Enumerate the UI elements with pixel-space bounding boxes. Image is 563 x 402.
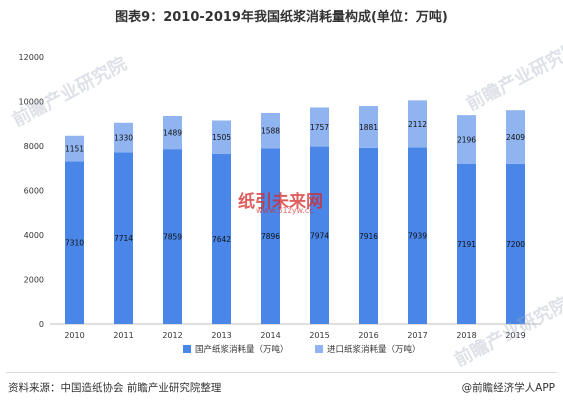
x-tick-label: 2013 <box>211 331 231 340</box>
bar-import-2017 <box>408 100 427 148</box>
data-label-domestic-2016: 7916 <box>359 232 378 241</box>
chart-title: 图表9：2010-2019年我国纸浆消耗量构成(单位：万吨) <box>115 10 448 25</box>
bar-domestic-2011 <box>114 152 133 324</box>
source-note: 资料来源：中国造纸协会 前瞻产业研究院整理 <box>8 382 222 394</box>
data-label-import-2015: 1757 <box>310 123 329 132</box>
legend-swatch-1 <box>315 345 323 353</box>
x-tick-label: 2016 <box>358 331 378 340</box>
y-tick-label: 4000 <box>24 231 44 240</box>
bar-import-2015 <box>310 107 329 147</box>
data-label-import-2010: 1151 <box>65 145 84 154</box>
data-label-import-2019: 2409 <box>506 133 525 142</box>
data-label-domestic-2012: 7859 <box>163 233 182 242</box>
bar-domestic-2015 <box>310 146 329 324</box>
data-label-domestic-2017: 7939 <box>408 232 427 241</box>
y-tick-label: 10000 <box>19 98 44 107</box>
bar-domestic-2012 <box>163 149 182 324</box>
bar-import-2018 <box>457 115 476 165</box>
footer-divider <box>6 372 557 373</box>
data-label-import-2018: 2196 <box>457 136 476 145</box>
y-tick-label: 12000 <box>19 53 44 62</box>
x-tick-label: 2012 <box>162 331 182 340</box>
y-tick-label: 6000 <box>24 187 44 196</box>
x-tick-label: 2015 <box>309 331 329 340</box>
data-label-import-2016: 1881 <box>359 123 378 132</box>
bar-import-2010 <box>65 135 84 162</box>
data-label-domestic-2010: 7310 <box>65 239 84 248</box>
y-tick-label: 2000 <box>24 276 44 285</box>
data-label-import-2013: 1505 <box>212 133 231 142</box>
bar-domestic-2013 <box>212 153 231 324</box>
data-label-import-2011: 1330 <box>114 134 133 143</box>
legend-swatch-0 <box>183 345 191 353</box>
legend-label-0: 国产纸浆消耗量（万吨） <box>195 344 289 355</box>
data-label-import-2014: 1588 <box>261 127 280 136</box>
x-tick-label: 2014 <box>260 331 280 340</box>
bar-import-2014 <box>261 112 280 149</box>
data-label-domestic-2019: 7200 <box>506 240 525 249</box>
bar-import-2011 <box>114 122 133 153</box>
bar-import-2016 <box>359 106 378 148</box>
bar-import-2019 <box>506 110 525 164</box>
bar-domestic-2016 <box>359 147 378 324</box>
bar-domestic-2018 <box>457 164 476 324</box>
brand-credit: @前瞻经济学人APP <box>461 382 555 394</box>
data-label-domestic-2013: 7642 <box>212 235 231 244</box>
bar-domestic-2017 <box>408 147 427 324</box>
data-label-domestic-2011: 7714 <box>114 234 133 243</box>
x-tick-label: 2010 <box>64 331 84 340</box>
bar-import-2012 <box>163 116 182 150</box>
data-label-import-2012: 1489 <box>163 129 182 138</box>
x-tick-label: 2017 <box>407 331 427 340</box>
legend-label-1: 进口纸浆消耗量（万吨） <box>327 344 421 355</box>
x-tick-label: 2018 <box>456 331 476 340</box>
x-tick-label: 2019 <box>505 331 525 340</box>
x-tick-label: 2011 <box>113 331 133 340</box>
bar-import-2013 <box>212 120 231 154</box>
data-label-domestic-2018: 7191 <box>457 240 476 249</box>
y-tick-label: 0 <box>39 320 44 329</box>
data-label-domestic-2014: 7896 <box>261 232 280 241</box>
data-label-import-2017: 2112 <box>408 120 427 129</box>
bar-domestic-2010 <box>65 161 84 324</box>
y-tick-label: 8000 <box>24 142 44 151</box>
data-label-domestic-2015: 7974 <box>310 231 329 240</box>
bar-domestic-2014 <box>261 148 280 324</box>
bar-domestic-2019 <box>506 163 525 324</box>
